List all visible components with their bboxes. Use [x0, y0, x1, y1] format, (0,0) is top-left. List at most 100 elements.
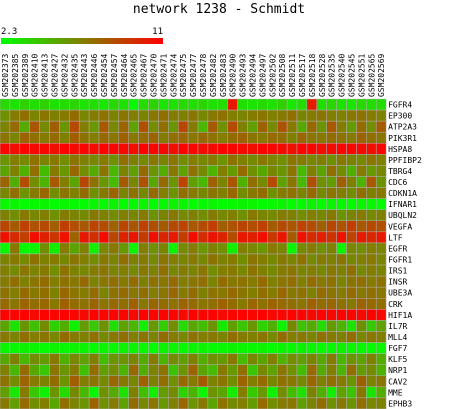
- heatmap-cell: [247, 386, 258, 399]
- heatmap-cell: [346, 320, 357, 332]
- heatmap-cell: [356, 342, 367, 354]
- heatmap-cell: [69, 131, 80, 144]
- heatmap-cell: [316, 397, 327, 409]
- heatmap-cell: [29, 220, 40, 233]
- heatmap-cell: [128, 320, 139, 332]
- heatmap-cell: [148, 220, 159, 233]
- heatmap-cell: [88, 397, 100, 409]
- heatmap-cell: [276, 220, 288, 233]
- heatmap-cell: [69, 264, 80, 277]
- heatmap-cells: [0, 98, 387, 409]
- heatmap-cell: [108, 220, 120, 233]
- row-label: VEGFA: [388, 222, 412, 231]
- heatmap-cell: [336, 109, 347, 122]
- heatmap-cell: [108, 364, 120, 376]
- heatmap-cell: [276, 198, 288, 210]
- heatmap-cell: [49, 242, 60, 255]
- heatmap-cell: [148, 253, 159, 266]
- heatmap-cell: [158, 242, 169, 255]
- heatmap-cell: [49, 231, 60, 244]
- heatmap-cell: [306, 397, 318, 409]
- heatmap-cell: [276, 331, 288, 343]
- heatmap-cell: [336, 342, 347, 354]
- heatmap-cell: [118, 298, 129, 310]
- heatmap-cell: [227, 98, 238, 111]
- heatmap-cell: [39, 176, 50, 188]
- heatmap-cell: [356, 231, 367, 244]
- column-label: GSM202478: [199, 53, 208, 97]
- column-label: GSM202508: [278, 53, 287, 97]
- heatmap-cell: [276, 165, 288, 177]
- heatmap-cell: [19, 98, 30, 111]
- heatmap-cell: [98, 198, 110, 210]
- heatmap-cell: [78, 154, 90, 166]
- heatmap-cell: [197, 275, 209, 288]
- heatmap-cell: [257, 98, 268, 111]
- heatmap-cell: [148, 264, 159, 277]
- heatmap-cell: [306, 209, 318, 222]
- heatmap-cell: [326, 298, 337, 310]
- heatmap-cell: [39, 198, 50, 210]
- heatmap-cell: [197, 386, 209, 399]
- heatmap-cell: [316, 331, 327, 343]
- heatmap-cell: [9, 342, 21, 354]
- heatmap-cell: [267, 198, 278, 210]
- heatmap-cell: [237, 220, 248, 233]
- column-label: GSM202470: [149, 53, 158, 97]
- heatmap-cell: [29, 253, 40, 266]
- heatmap-cell: [177, 165, 189, 177]
- heatmap-cell: [187, 364, 199, 376]
- heatmap-cell: [128, 209, 139, 222]
- heatmap-cell: [187, 275, 199, 288]
- heatmap-cell: [78, 364, 90, 376]
- heatmap-cell: [366, 275, 377, 288]
- heatmap-cell: [29, 120, 40, 133]
- heatmap-cell: [148, 320, 159, 332]
- heatmap-cell: [49, 353, 60, 365]
- heatmap-cell: [267, 353, 278, 365]
- heatmap-cell: [356, 154, 367, 166]
- heatmap-cell: [207, 275, 219, 288]
- heatmap-cell: [69, 298, 80, 310]
- heatmap-cell: [0, 242, 11, 255]
- heatmap-cell: [267, 242, 278, 255]
- heatmap-cell: [187, 98, 199, 111]
- heatmap-cell: [39, 131, 50, 144]
- heatmap-cell: [158, 397, 169, 409]
- heatmap-cell: [286, 176, 298, 188]
- heatmap-cell: [207, 131, 219, 144]
- heatmap-cell: [207, 120, 219, 133]
- heatmap-cell: [69, 275, 80, 288]
- heatmap-cell: [158, 220, 169, 233]
- heatmap-cell: [108, 131, 120, 144]
- heatmap-cell: [177, 187, 189, 199]
- heatmap-cell: [88, 286, 100, 299]
- heatmap-cell: [78, 209, 90, 222]
- heatmap-cell: [336, 397, 347, 409]
- heatmap-cell: [217, 242, 228, 255]
- heatmap-cell: [78, 320, 90, 332]
- heatmap-cell: [69, 109, 80, 122]
- heatmap-cell: [128, 375, 139, 388]
- heatmap-cell: [237, 397, 248, 409]
- heatmap-cell: [118, 165, 129, 177]
- heatmap-cell: [247, 309, 258, 321]
- heatmap-cell: [296, 231, 308, 244]
- heatmap-cell: [306, 309, 318, 321]
- heatmap-cell: [366, 98, 377, 111]
- heatmap-cell: [0, 320, 11, 332]
- heatmap-cell: [237, 253, 248, 266]
- heatmap-cell: [257, 231, 268, 244]
- heatmap-cell: [336, 286, 347, 299]
- heatmap-cell: [168, 264, 179, 277]
- heatmap-cell: [39, 275, 50, 288]
- heatmap-cell: [286, 231, 298, 244]
- heatmap-cell: [98, 242, 110, 255]
- heatmap-cell: [0, 397, 11, 409]
- heatmap-cell: [148, 364, 159, 376]
- heatmap-cell: [296, 286, 308, 299]
- heatmap-cell: [29, 231, 40, 244]
- heatmap-cell: [217, 286, 228, 299]
- heatmap-cell: [128, 342, 139, 354]
- heatmap-cell: [78, 109, 90, 122]
